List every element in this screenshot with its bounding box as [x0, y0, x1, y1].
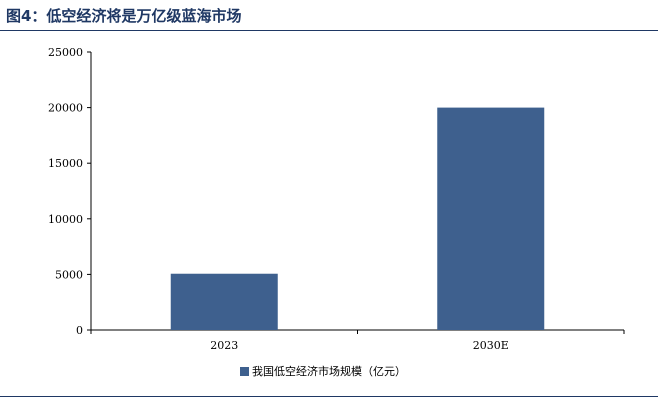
x-tick-label: 2023	[210, 339, 238, 352]
title-divider	[0, 30, 658, 31]
y-tick-label: 0	[76, 324, 83, 337]
y-tick-label: 20000	[48, 102, 83, 115]
x-axis-ticks: 2023 2030E	[90, 330, 625, 352]
y-tick-label: 10000	[48, 213, 83, 226]
legend-swatch	[240, 366, 249, 376]
legend-label: 我国低空经济市场规模（亿元）	[252, 365, 406, 378]
y-tick-label: 15000	[48, 157, 83, 170]
y-tick-label: 5000	[55, 268, 83, 281]
y-axis-ticks: 0 5000 10000 15000 20000 25000	[48, 46, 91, 337]
chart-legend: 我国低空经济市场规模（亿元）	[240, 364, 406, 380]
y-tick-label: 25000	[48, 46, 83, 59]
figure-title: 图4：低空经济将是万亿级蓝海市场	[6, 7, 242, 25]
chart-bars	[170, 107, 545, 330]
bottom-divider	[0, 396, 658, 397]
bar-2030E	[437, 107, 545, 330]
x-tick-label: 2030E	[473, 339, 509, 352]
bar-2023	[170, 273, 278, 330]
